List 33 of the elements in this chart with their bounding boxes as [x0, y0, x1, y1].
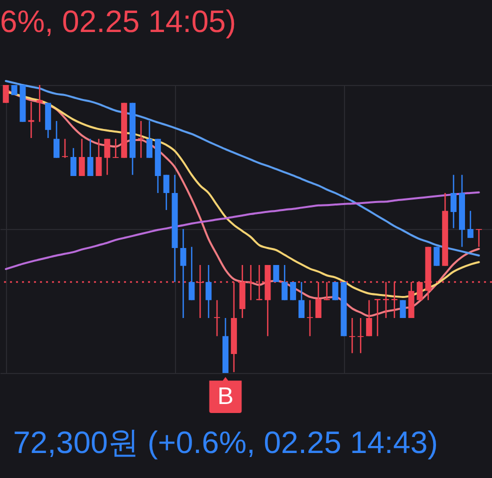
- candlestick: [28, 101, 34, 139]
- candlestick: [349, 317, 356, 354]
- annotation: B: [217, 383, 234, 410]
- candlestick: [206, 264, 212, 319]
- candlestick: [306, 299, 313, 337]
- candlestick: [138, 120, 144, 159]
- candlestick: [366, 299, 372, 337]
- candlestick: [112, 138, 119, 159]
- candlestick: [298, 281, 304, 319]
- candlestick: [434, 246, 440, 267]
- candlestick: [36, 85, 43, 123]
- candlestick: [188, 246, 195, 301]
- candlestick: [104, 138, 110, 176]
- candlestick: [54, 120, 60, 159]
- candlestick: [358, 317, 364, 354]
- candlestick: [214, 299, 220, 337]
- candlestick: [476, 228, 482, 248]
- candlestick: [450, 174, 457, 229]
- candlestick: [87, 138, 94, 177]
- candlestick: [2, 85, 9, 104]
- candlestick: [78, 138, 85, 177]
- candlestick: [96, 138, 102, 177]
- candlestick: [70, 147, 76, 177]
- candlestick: [146, 120, 152, 159]
- candlestick: [467, 210, 474, 239]
- candlestick: [163, 174, 170, 211]
- candlestick: [282, 264, 288, 301]
- annotation: 72,300원 (+0.6%, 02.25 14:43): [13, 425, 438, 460]
- candlestick: [400, 299, 406, 319]
- text: 6%, 02.25 14:05): [0, 4, 236, 39]
- candlestick: [273, 265, 280, 282]
- candlestick: [62, 138, 68, 159]
- candlestick: [180, 228, 186, 319]
